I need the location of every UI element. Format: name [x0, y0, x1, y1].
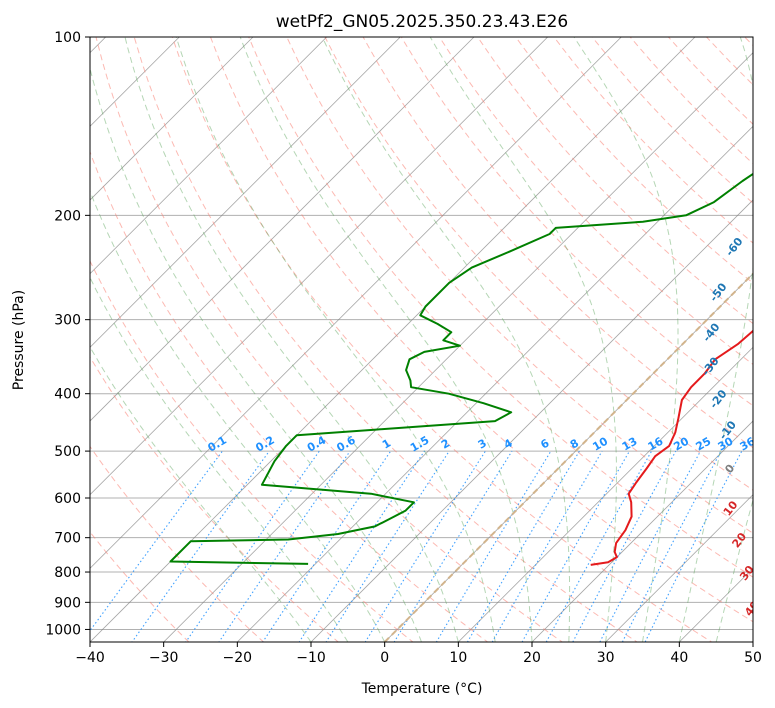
y-tick-label: 700 [54, 531, 81, 547]
dry-adiabat-line [133, 37, 638, 642]
moist-adiabat-line [678, 37, 753, 642]
dry-adiabat-line [248, 37, 753, 578]
dry-adiabat-line [90, 445, 265, 642]
x-tick-label: −20 [223, 650, 253, 666]
freezing-line [383, 272, 753, 642]
mixing-ratio-line [599, 450, 701, 642]
moist-adiabat-line [90, 66, 422, 642]
isobar-grid [90, 37, 753, 630]
mixing-ratio-line [218, 450, 351, 642]
moist-adiabat-line [321, 37, 571, 642]
x-tick-label: 10 [449, 650, 467, 666]
temperature-profile-line [590, 329, 753, 566]
y-tick-label: 500 [54, 444, 81, 460]
isotherm-line [163, 52, 753, 642]
mixing-ratio-labels: 0.1 0.2 0.4 0.6 1 1.5 2 3 4 6 8 10 13 16 20 25 30 36 [205, 433, 758, 454]
x-tick-label: 20 [523, 650, 541, 666]
x-axis-ticks: −40 −30 −20 −10 0 10 20 30 40 50 [75, 642, 762, 666]
x-tick-label: 40 [670, 650, 688, 666]
mixing-ratio-label: 36 [738, 434, 758, 453]
dry-adiabat-line [400, 37, 753, 407]
mixing-ratio-line [572, 450, 677, 642]
x-axis-label: Temperature (°C) [361, 681, 483, 697]
isotherm-line [90, 37, 475, 422]
y-tick-label: 800 [54, 565, 81, 581]
x-tick-label: 50 [744, 650, 762, 666]
mixing-ratio-line [491, 450, 603, 642]
dry-adiabat-label: 40 [742, 598, 762, 618]
y-tick-label: 300 [54, 313, 81, 329]
mixing-ratio-lines [90, 450, 743, 642]
moist-adiabat-line [429, 37, 617, 642]
skewed-isotherms [90, 37, 753, 642]
isotherm-line [90, 37, 622, 569]
plot-frame [89, 36, 754, 643]
dewpoint-profile-line [169, 172, 753, 565]
x-tick-label: −40 [75, 650, 105, 666]
y-tick-label: 100 [54, 30, 81, 46]
moist-adiabat-line [90, 346, 312, 642]
y-tick-label: 1000 [45, 622, 81, 638]
isotherm-line [90, 37, 327, 275]
isotherm-line [237, 125, 753, 642]
mixing-ratio-line [185, 450, 320, 642]
isotherm-line [531, 420, 753, 642]
dry-adiabat-line [286, 37, 753, 534]
moist-adiabat-line [124, 37, 459, 642]
x-tick-label: −10 [296, 650, 326, 666]
moist-adiabat-line [90, 276, 349, 642]
dry-adiabat-line [90, 150, 489, 642]
moist-adiabat-line [715, 497, 753, 642]
y-tick-label: 200 [54, 208, 81, 224]
isotherm-line [90, 37, 401, 348]
x-tick-label: −30 [149, 650, 179, 666]
isotherm-line [90, 37, 254, 201]
dry-adiabat-line [209, 37, 753, 623]
isotherm-line [605, 494, 753, 642]
dry-adiabat-line [438, 37, 753, 366]
freezing-line-path [383, 272, 753, 642]
dry-adiabat-line [477, 37, 753, 325]
y-axis-label: Pressure (hPa) [11, 290, 27, 390]
mixing-ratio-line [435, 450, 552, 642]
y-axis-ticks: 100 200 300 400 500 600 700 800 900 1000 [45, 30, 90, 638]
dry-adiabat-line [95, 37, 564, 642]
profile-series [169, 172, 753, 566]
isotherm-line [458, 346, 753, 642]
y-tick-label: 900 [54, 595, 81, 611]
moist-adiabat-line [573, 37, 679, 642]
dry-adiabat-line [515, 37, 753, 284]
mixing-ratio-line [364, 450, 486, 642]
dry-adiabat-line [171, 37, 713, 642]
isotherm-line [310, 199, 753, 642]
mixing-ratio-line [298, 450, 425, 642]
mixing-ratio-line [393, 450, 513, 642]
x-tick-label: 0 [380, 650, 389, 666]
mixing-ratio-line [90, 450, 223, 632]
moist-adiabat-line [175, 37, 496, 642]
moist-adiabat-line [239, 37, 533, 642]
mixing-ratio-line [262, 450, 392, 642]
y-tick-label: 600 [54, 491, 81, 507]
dry-adiabat-line [90, 356, 339, 642]
moist-adiabats [90, 37, 753, 642]
x-tick-label: 30 [597, 650, 615, 666]
mixing-ratio-line [466, 450, 580, 642]
moist-adiabat-line [90, 189, 386, 642]
isotherm-line [90, 37, 548, 496]
y-tick-label: 400 [54, 387, 81, 403]
chart-title: wetPf2_GN05.2025.350.23.43.E26 [276, 12, 568, 32]
dry-adiabats [90, 37, 753, 642]
mixing-ratio-line [325, 450, 450, 642]
dry-adiabat-line [90, 259, 414, 642]
